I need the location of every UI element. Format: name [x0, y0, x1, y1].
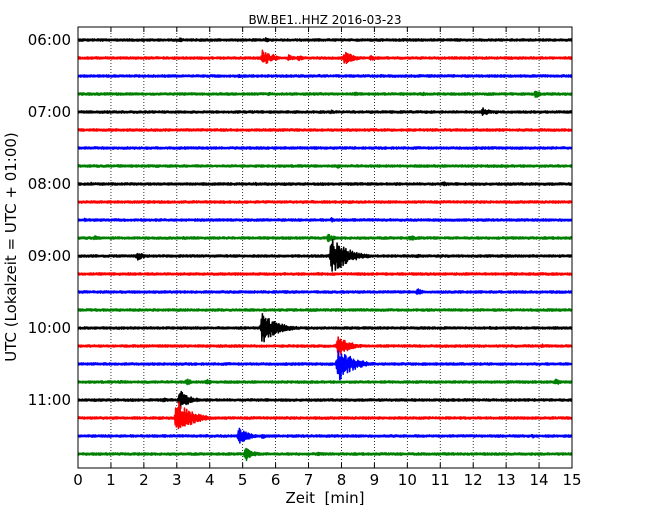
trace-0745	[78, 164, 572, 169]
y-tick-label: 11:00	[28, 391, 71, 409]
trace-0945	[78, 308, 572, 312]
trace-1145	[78, 447, 572, 462]
y-tick-label: 07:00	[28, 103, 71, 121]
x-tick-label: 3	[172, 471, 182, 489]
x-tick-label: 15	[562, 471, 581, 489]
x-tick-label: 13	[497, 471, 516, 489]
trace-0645	[78, 90, 572, 98]
x-axis: 0 1 2 3 4 5 6 7 8 9 10 11 12 13 14 15	[73, 27, 582, 489]
trace-1045	[78, 378, 572, 386]
trace-1115	[78, 401, 572, 430]
trace-1000	[78, 313, 572, 343]
trace-0600	[78, 37, 572, 43]
x-tick-label: 0	[73, 471, 83, 489]
x-tick-label: 8	[337, 471, 347, 489]
trace-0930	[78, 288, 572, 295]
trace-1015	[78, 336, 572, 358]
trace-0845	[78, 233, 572, 243]
x-tick-label: 5	[238, 471, 248, 489]
x-tick-label: 12	[464, 471, 483, 489]
x-tick-label: 1	[106, 471, 116, 489]
y-tick-label: 06:00	[28, 31, 71, 49]
trace-0915	[78, 271, 572, 276]
trace-0900	[78, 238, 572, 272]
x-tick-label: 7	[304, 471, 314, 489]
chart-title: BW.BE1..HHZ 2016-03-23	[248, 13, 401, 27]
trace-0630	[78, 73, 572, 79]
x-axis-label: Zeit [min]	[285, 489, 364, 507]
trace-1130	[78, 427, 572, 444]
trace-1100	[78, 390, 572, 410]
trace-0800	[78, 181, 572, 187]
x-tick-label: 11	[431, 471, 450, 489]
trace-0815	[78, 199, 572, 204]
x-tick-label: 9	[370, 471, 380, 489]
x-tick-label: 2	[139, 471, 149, 489]
trace-0830	[78, 217, 572, 223]
trace-0730	[78, 146, 572, 150]
x-tick-label: 10	[398, 471, 417, 489]
y-axis: 06:00 07:00 08:00 09:00 10:00 11:00	[28, 31, 83, 409]
x-tick-label: 6	[271, 471, 281, 489]
x-tick-label: 14	[530, 471, 549, 489]
trace-0700	[78, 107, 572, 116]
trace-0615	[78, 49, 572, 65]
trace-1030	[78, 350, 572, 381]
y-tick-label: 10:00	[28, 319, 71, 337]
y-tick-label: 08:00	[28, 175, 71, 193]
y-axis-label: UTC (Lokalzeit = UTC + 01:00)	[2, 132, 20, 362]
plot-frame	[77, 26, 573, 469]
trace-0715	[78, 128, 572, 132]
x-tick-label: 4	[205, 471, 215, 489]
y-tick-label: 09:00	[28, 247, 71, 265]
trace-group	[78, 37, 572, 462]
